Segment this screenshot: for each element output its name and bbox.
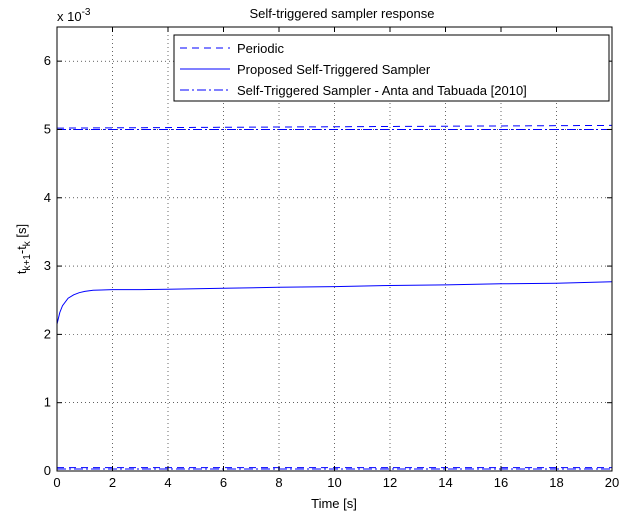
- y-tick-label: 1: [44, 395, 51, 410]
- series-line-0: [56, 124, 613, 129]
- legend-box: [173, 34, 610, 102]
- x-tick-label: 10: [327, 475, 341, 490]
- x-tick-label: 20: [605, 475, 619, 490]
- x-tick-label: 14: [438, 475, 452, 490]
- legend-label-periodic: Periodic: [237, 41, 284, 56]
- y-axis-label: tk+1-tk [s]: [14, 224, 33, 274]
- legend-label-proposed: Proposed Self-Triggered Sampler: [237, 62, 431, 77]
- x-ticks: 0 2 4 6 8 10 12 14 16 18 20: [53, 27, 619, 490]
- x-tick-label: 8: [275, 475, 282, 490]
- x-tick-label: 12: [383, 475, 397, 490]
- y-tick-label: 6: [44, 53, 51, 68]
- legend: Periodic Proposed Self-Triggered Sampler…: [173, 34, 610, 102]
- y-multiplier: x 10-3: [57, 7, 91, 24]
- y-tick-label: 0: [44, 463, 51, 478]
- y-tick-label: 3: [44, 258, 51, 273]
- x-tick-label: 0: [53, 475, 60, 490]
- y-tick-label: 5: [44, 121, 51, 136]
- x-tick-label: 18: [549, 475, 563, 490]
- x-tick-label: 2: [109, 475, 116, 490]
- series-line-1: [56, 281, 613, 325]
- x-tick-label: 16: [494, 475, 508, 490]
- y-tick-label: 4: [44, 190, 51, 205]
- x-tick-label: 6: [220, 475, 227, 490]
- legend-label-anta-tabuada: Self-Triggered Sampler - Anta and Tabuad…: [237, 83, 527, 98]
- x-axis-label: Time [s]: [311, 496, 357, 511]
- chart-title: Self-triggered sampler response: [250, 6, 435, 21]
- x-tick-label: 4: [164, 475, 171, 490]
- y-tick-label: 2: [44, 326, 51, 341]
